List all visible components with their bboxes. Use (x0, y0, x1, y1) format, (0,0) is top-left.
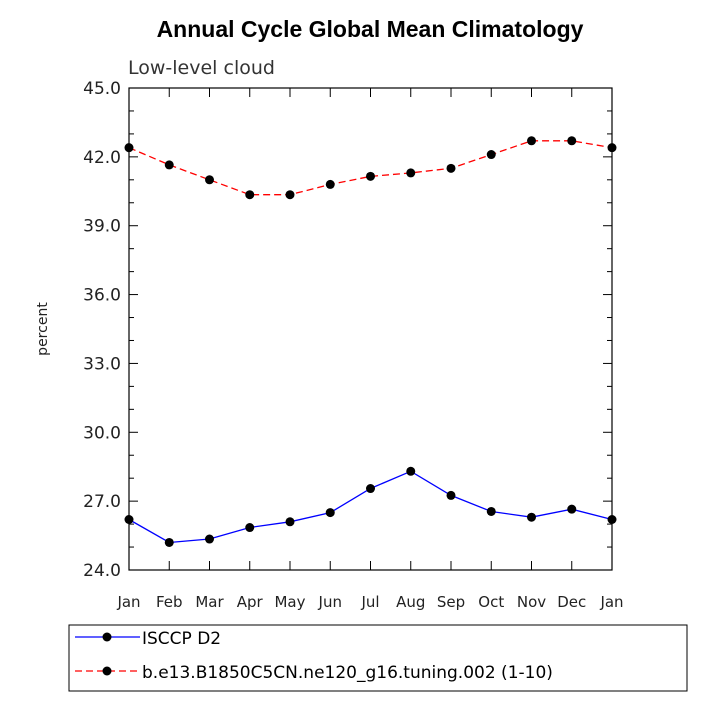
x-tick-label: Jan (116, 593, 140, 611)
x-tick-label: Jun (318, 593, 342, 611)
series-1-point (205, 175, 214, 185)
legend-label-isccp: ISCCP D2 (142, 629, 221, 649)
y-tick-label: 36.0 (83, 286, 121, 306)
x-tick-label: Mar (195, 593, 224, 611)
y-tick-label: 30.0 (83, 423, 121, 443)
x-tick-label: Aug (396, 593, 425, 611)
series-0-point (486, 506, 496, 516)
series-1-point (527, 136, 536, 146)
series-0-point (164, 537, 174, 547)
y-tick-label: 39.0 (83, 217, 121, 237)
series-1-point (486, 150, 496, 160)
series-0-point (406, 466, 416, 476)
x-tick-label: May (274, 593, 305, 611)
x-tick-label: Dec (557, 593, 586, 611)
x-tick-label: Oct (478, 593, 504, 611)
series-line-1 (128, 140, 613, 196)
y-tick-label: 45.0 (83, 79, 121, 99)
series-0-point (607, 515, 617, 525)
series-1-point (567, 136, 577, 146)
axes: 24.0 27.0 30.0 33.0 36.0 39.0 42.0 45.0 Jan Feb Ma… (83, 79, 623, 611)
series-layer (124, 136, 617, 547)
y-tick-label: 33.0 (83, 354, 121, 374)
series-1-point (245, 190, 255, 200)
series-1-point (406, 168, 416, 178)
y-tick-label: 42.0 (83, 148, 121, 168)
legend-entry-model: b.e13.B1850C5CN.ne120_g16.tuning.002 (1-… (75, 663, 553, 683)
series-0-point (205, 534, 214, 544)
x-tick-label: Nov (517, 593, 546, 611)
x-tick-label: Sep (437, 593, 465, 611)
series-0-point (245, 523, 255, 533)
legend-marker-model (102, 666, 112, 676)
series-1-point (446, 163, 456, 173)
chart-title: Annual Cycle Global Mean Climatology (157, 16, 584, 42)
series-0-point (325, 508, 335, 518)
legend-marker-isccp (102, 632, 112, 642)
series-1-point (607, 143, 617, 153)
y-axis-label: percent (35, 302, 51, 356)
y-tick-label: 27.0 (83, 492, 121, 512)
series-1-point (366, 171, 375, 181)
series-1-point (285, 190, 295, 200)
series-0-point (366, 484, 375, 494)
x-tick-label: Apr (237, 593, 264, 611)
series-0-point (527, 512, 536, 522)
x-tick-label: Feb (156, 593, 183, 611)
series-line-0 (128, 470, 613, 544)
series-1-point (164, 160, 174, 170)
series-0-point (446, 490, 456, 500)
series-0-point (124, 515, 134, 525)
x-tick-label: Jan (599, 593, 623, 611)
chart-subtitle: Low-level cloud (128, 57, 275, 79)
legend-entry-isccp: ISCCP D2 (75, 629, 221, 649)
series-0-point (285, 517, 295, 527)
legend-label-model: b.e13.B1850C5CN.ne120_g16.tuning.002 (1-… (142, 663, 553, 683)
plot-frame (128, 87, 613, 571)
series-1-point (124, 143, 134, 153)
series-1-point (325, 179, 335, 189)
x-tick-label: Jul (360, 593, 379, 611)
y-tick-label: 24.0 (83, 561, 121, 581)
legend-box (68, 624, 688, 692)
series-0-point (567, 504, 577, 514)
